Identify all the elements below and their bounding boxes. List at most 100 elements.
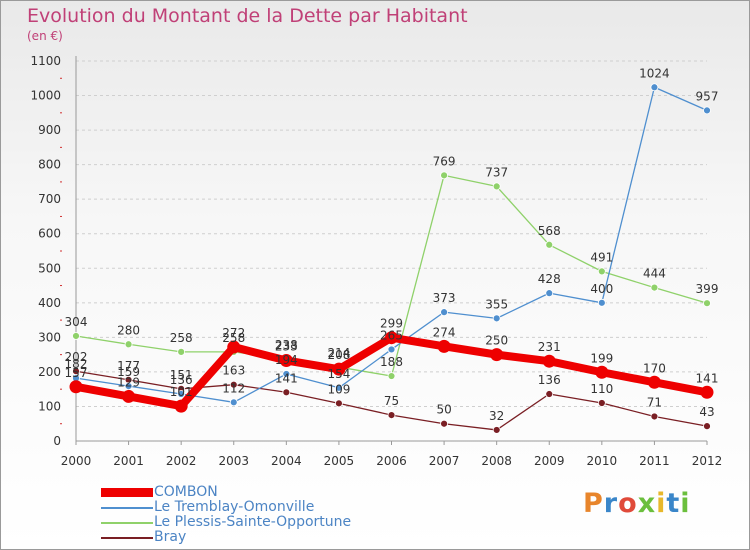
axes: 0 100 200 300 400 500 600 700 800 900 1000 1100 2000… [30, 54, 722, 468]
data-point [229, 398, 238, 407]
logo-letter: r [603, 488, 619, 519]
data-point [650, 283, 659, 292]
data-label: 265 [380, 328, 403, 342]
y-tick-label: 700 [38, 192, 61, 206]
data-label: 280 [117, 323, 140, 337]
data-point [335, 383, 343, 392]
data-point [703, 299, 711, 308]
data-label: 258 [170, 331, 193, 345]
logo-letter: i [680, 488, 691, 519]
data-label: 400 [590, 282, 613, 296]
x-tick-label: 2005 [324, 454, 355, 468]
data-label: 399 [696, 282, 719, 296]
logo-letter: t [666, 488, 681, 519]
data-label: 568 [538, 224, 561, 238]
data-point [440, 171, 448, 180]
data-label: 769 [433, 154, 456, 168]
legend-item: Bray [101, 530, 351, 545]
data-label: 159 [117, 365, 140, 379]
x-tick-label: 2010 [587, 454, 618, 468]
data-label: 110 [590, 382, 613, 396]
data-label: 75 [384, 394, 399, 408]
data-point [437, 339, 451, 353]
data-label: 355 [485, 297, 508, 311]
y-tick-label: 200 [38, 365, 61, 379]
y-tick-label: 300 [38, 330, 61, 344]
x-tick-label: 2011 [639, 454, 670, 468]
x-tick-label: 2009 [534, 454, 565, 468]
logo-letter: P [583, 488, 604, 519]
data-label: 214 [327, 346, 350, 360]
data-label: 136 [170, 373, 193, 387]
data-point [72, 332, 80, 340]
data-label: 71 [647, 395, 662, 409]
data-point [492, 426, 501, 434]
data-point [545, 240, 554, 249]
data-label: 101 [170, 385, 193, 399]
data-label: 157 [65, 366, 88, 380]
x-tick-label: 2004 [271, 454, 302, 468]
data-label: 112 [222, 381, 245, 395]
data-point [440, 308, 448, 317]
data-label: 428 [538, 272, 561, 286]
legend-item: Le Tremblay-Omonville [101, 500, 351, 515]
data-label: 194 [275, 353, 298, 367]
y-tick-label: 1100 [30, 54, 61, 68]
x-tick-label: 2001 [113, 454, 144, 468]
data-label: 737 [485, 165, 508, 179]
legend-swatch [101, 488, 153, 497]
data-label: 208 [327, 348, 350, 362]
y-tick-label: 900 [38, 123, 61, 137]
x-tick-label: 2006 [376, 454, 407, 468]
data-label: 304 [65, 315, 88, 329]
data-point [124, 340, 133, 349]
data-label: 141 [275, 371, 298, 385]
data-point [545, 289, 554, 298]
x-tick-label: 2000 [61, 454, 92, 468]
data-point [387, 345, 396, 354]
data-point [335, 399, 343, 408]
data-label: 1024 [639, 66, 670, 80]
data-label: 182 [65, 357, 88, 371]
legend-label: COMBON [154, 484, 218, 500]
data-point [440, 419, 448, 428]
data-label: 491 [590, 250, 613, 264]
x-tick-label: 2002 [166, 454, 197, 468]
data-label: 250 [485, 334, 508, 348]
data-label: 199 [590, 351, 613, 365]
data-label: 957 [696, 89, 719, 103]
data-label: 154 [327, 367, 350, 381]
data-point [177, 347, 186, 356]
x-tick-label: 2007 [429, 454, 460, 468]
logo-letter: x [637, 488, 657, 519]
x-tick-label: 2003 [218, 454, 249, 468]
data-label: 177 [117, 359, 140, 373]
data-label: 373 [433, 291, 456, 305]
data-point [595, 365, 609, 379]
data-label: 136 [538, 373, 561, 387]
data-label: 129 [117, 375, 140, 389]
data-label: 258 [222, 331, 245, 345]
proxiti-logo: Proxiti [583, 488, 691, 519]
data-point [490, 348, 504, 362]
y-tick-label: 100 [38, 399, 61, 413]
y-tick-label: 600 [38, 227, 61, 241]
chart-title: Evolution du Montant de la Dette par Hab… [27, 5, 468, 27]
data-point [492, 314, 501, 323]
data-label: 32 [489, 409, 504, 423]
data-label: 141 [696, 371, 719, 385]
y-tick-label: 1000 [30, 89, 61, 103]
data-label: 50 [436, 403, 451, 417]
data-label: 231 [538, 340, 561, 354]
data-point [597, 267, 606, 276]
data-point [124, 382, 133, 390]
legend-item: Le Plessis-Sainte-Opportune [101, 515, 351, 530]
data-label: 233 [275, 340, 298, 354]
data-label: 163 [222, 364, 245, 378]
data-label: 43 [699, 405, 714, 419]
data-label: 274 [433, 325, 456, 339]
data-point [387, 411, 396, 419]
data-point [597, 399, 606, 407]
data-point [177, 390, 186, 398]
